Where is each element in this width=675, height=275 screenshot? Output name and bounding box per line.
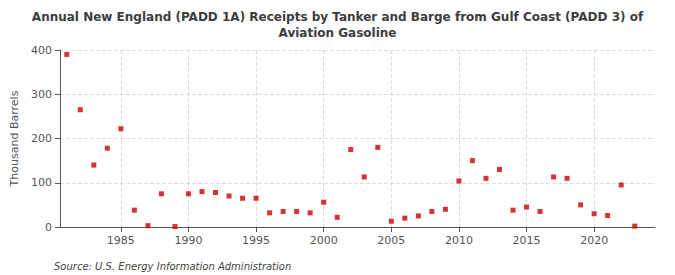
- svg-text:1990: 1990: [174, 234, 202, 247]
- svg-text:Annual New England (PADD 1A) R: Annual New England (PADD 1A) Receipts by…: [32, 10, 644, 24]
- svg-text:2005: 2005: [377, 234, 405, 247]
- svg-text:300: 300: [31, 88, 52, 101]
- svg-text:2010: 2010: [445, 234, 473, 247]
- svg-text:1985: 1985: [107, 234, 135, 247]
- svg-text:2015: 2015: [513, 234, 541, 247]
- svg-text:1995: 1995: [242, 234, 270, 247]
- svg-text:Thousand Barrels: Thousand Barrels: [8, 90, 21, 187]
- svg-text:2020: 2020: [580, 234, 608, 247]
- svg-text:200: 200: [31, 132, 52, 145]
- svg-text:Aviation Gasoline: Aviation Gasoline: [279, 26, 397, 40]
- svg-text:2000: 2000: [310, 234, 338, 247]
- svg-text:100: 100: [31, 176, 52, 189]
- svg-text:400: 400: [31, 44, 52, 57]
- svg-text:Source: U.S. Energy Informatio: Source: U.S. Energy Information Administ…: [54, 261, 291, 272]
- svg-text:0: 0: [45, 221, 52, 234]
